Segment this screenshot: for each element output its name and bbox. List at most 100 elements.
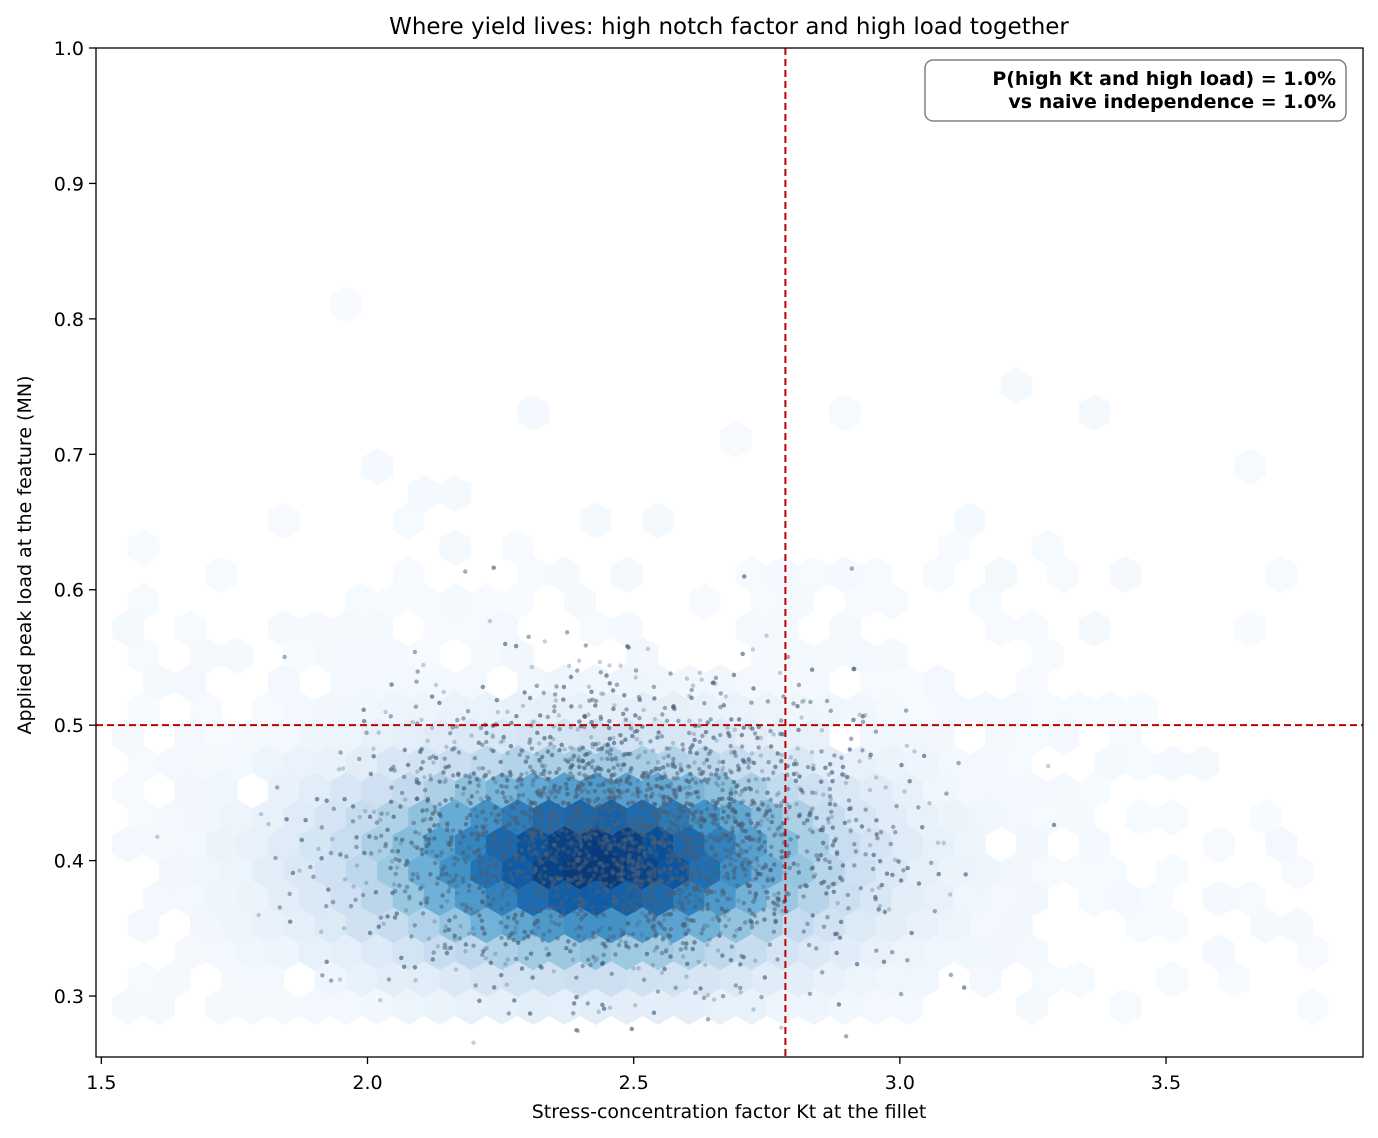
sample-point [367, 814, 373, 819]
sample-point [1051, 822, 1057, 828]
sample-point [463, 949, 468, 954]
sample-point [354, 835, 359, 840]
sample-point [579, 908, 584, 913]
sample-point [454, 883, 459, 888]
sample-point [586, 684, 592, 689]
sample-point [667, 784, 672, 789]
sample-point [597, 862, 603, 867]
sample-point [337, 977, 343, 982]
sample-point [645, 862, 650, 867]
sample-point [635, 786, 640, 791]
sample-point [577, 866, 582, 872]
sample-point [713, 772, 719, 777]
sample-point [720, 787, 725, 793]
sample-point [756, 863, 761, 868]
sample-point [385, 811, 390, 816]
sample-point [494, 813, 499, 818]
sample-point [522, 869, 527, 874]
sample-point [587, 808, 593, 813]
sample-point [691, 813, 696, 818]
sample-point [402, 889, 408, 894]
sample-point [610, 830, 615, 835]
sample-point [806, 942, 812, 948]
sample-point [723, 847, 728, 852]
sample-point [575, 890, 581, 895]
sample-point [609, 773, 614, 778]
sample-point [666, 753, 671, 759]
sample-point [754, 789, 760, 794]
sample-point [720, 765, 726, 770]
sample-point [439, 850, 444, 855]
sample-point [611, 740, 617, 746]
sample-point [505, 885, 510, 890]
density-hexagon [891, 988, 924, 1025]
sample-point [573, 794, 578, 800]
sample-point [311, 874, 316, 879]
sample-point [362, 719, 367, 724]
sample-point [618, 733, 623, 738]
sample-point [555, 817, 561, 823]
sample-point [667, 840, 672, 845]
sample-point [465, 798, 471, 803]
sample-point [611, 765, 616, 771]
sample-point [690, 683, 696, 688]
sample-point [487, 902, 493, 907]
sample-point [589, 689, 594, 694]
sample-point [516, 940, 521, 945]
sample-point [538, 870, 544, 875]
sample-point [591, 930, 596, 935]
sample-point [713, 780, 719, 786]
sample-point [363, 809, 368, 814]
sample-point [587, 815, 592, 821]
sample-point [693, 882, 698, 887]
sample-point [941, 840, 946, 846]
sample-point [820, 970, 825, 975]
sample-point [552, 812, 557, 817]
sample-point [748, 725, 753, 730]
sample-point [371, 809, 377, 815]
sample-point [732, 727, 737, 732]
sample-point [739, 744, 745, 749]
sample-point [525, 933, 530, 939]
sample-point [846, 906, 851, 911]
sample-point [553, 698, 558, 703]
sample-point [388, 714, 393, 719]
sample-point [671, 850, 677, 855]
sample-point [780, 908, 785, 913]
sample-point [447, 842, 452, 848]
sample-point [604, 850, 609, 855]
sample-point [709, 847, 715, 852]
sample-point [813, 790, 818, 796]
sample-point [483, 946, 488, 951]
sample-point [809, 667, 815, 672]
sample-point [555, 836, 560, 842]
sample-point [899, 762, 904, 768]
sample-point [483, 773, 488, 778]
sample-point [651, 839, 657, 844]
sample-point [697, 670, 702, 675]
density-hexagon [1078, 394, 1111, 431]
sample-point [500, 738, 506, 743]
sample-point [634, 815, 639, 820]
sample-point [636, 859, 642, 864]
sample-point [649, 786, 654, 792]
sample-point [314, 797, 320, 802]
sample-point [601, 1006, 607, 1011]
sample-point [747, 890, 752, 895]
sample-point [903, 708, 909, 713]
sample-point [595, 765, 600, 770]
sample-point [847, 806, 852, 812]
sample-point [677, 787, 682, 792]
sample-point [593, 703, 598, 708]
sample-point [762, 840, 767, 845]
sample-point [446, 764, 451, 769]
sample-point [667, 893, 672, 898]
sample-point [750, 647, 755, 652]
sample-point [450, 773, 456, 778]
sample-point [552, 744, 557, 749]
sample-point [630, 883, 636, 888]
sample-point [544, 857, 549, 863]
sample-point [771, 732, 776, 737]
sample-point [755, 859, 760, 864]
sample-point [638, 891, 643, 896]
